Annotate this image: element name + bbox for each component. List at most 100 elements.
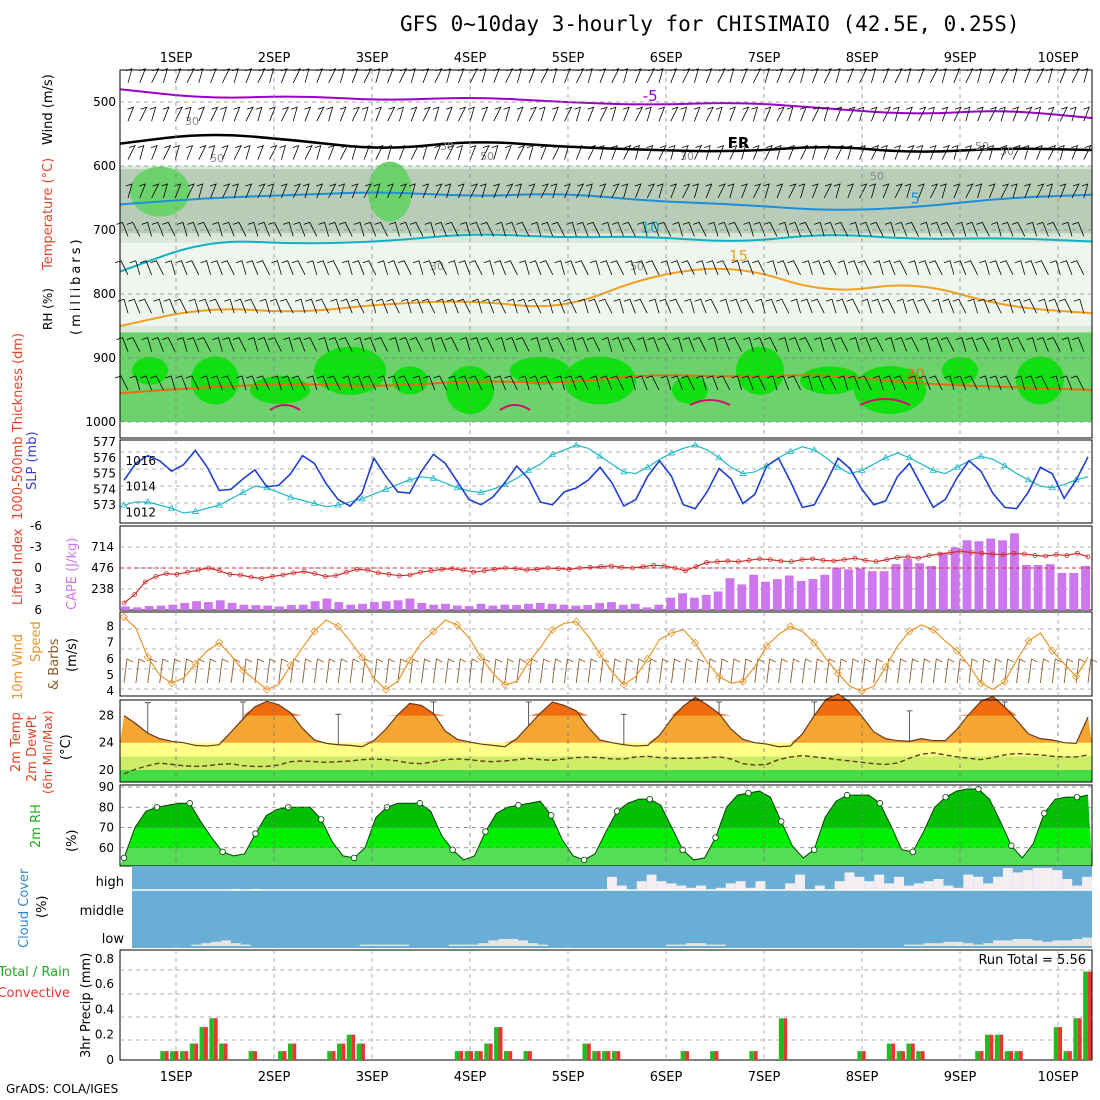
- thickness-marker: [834, 463, 842, 470]
- wind-speed-marker: [262, 685, 271, 694]
- wind-barb: [847, 106, 856, 122]
- high-cloud-bar: [844, 872, 855, 890]
- wind-barb: [766, 260, 778, 275]
- wind-barb: [646, 183, 655, 199]
- cape-bar: [358, 603, 367, 610]
- wind-barb: [833, 68, 841, 83]
- precip-convective-bar: [331, 1051, 336, 1060]
- thickness-tick-label: 574: [93, 482, 116, 496]
- wind-barb: [539, 260, 554, 275]
- precip-convective-bar: [469, 1051, 473, 1060]
- wind-barb: [1048, 298, 1061, 314]
- temperature-contour: [119, 191, 1093, 211]
- wind-barb: [554, 375, 565, 391]
- wind-barb: [175, 260, 188, 275]
- wind-barb: [457, 298, 471, 314]
- wind-barb: [351, 106, 360, 122]
- wind-barb: [976, 337, 990, 352]
- wind-speed-marker: [286, 661, 295, 670]
- cloud-level-middle: middle: [80, 904, 124, 919]
- lifted-index-marker: [693, 564, 699, 569]
- wind-barb: [221, 260, 235, 275]
- thickness-marker: [286, 493, 295, 500]
- wind-barb-10m: [397, 658, 407, 684]
- lifted-index-marker: [365, 567, 371, 573]
- precip-convective-bar: [292, 1043, 297, 1060]
- cape-bar: [1057, 572, 1067, 610]
- rh-marker: [1040, 810, 1048, 817]
- wind-barb: [1061, 221, 1073, 237]
- rh-marker: [252, 830, 259, 837]
- wind-barb: [222, 221, 235, 237]
- wind-barb: [739, 144, 747, 160]
- thickness-marker: [715, 454, 723, 461]
- precip-total-bar: [1053, 1027, 1059, 1060]
- cape-bar: [820, 574, 830, 610]
- wind-barb: [1059, 68, 1067, 83]
- wind-barb: [824, 337, 837, 352]
- wind-barb: [150, 260, 164, 275]
- cape-bar: [500, 604, 510, 610]
- wind-barb: [127, 106, 135, 122]
- rh-axis-label: 2m RH: [29, 804, 44, 848]
- wind-barb: [979, 260, 990, 275]
- thickness-marker: [620, 468, 628, 475]
- wind-barb: [196, 183, 204, 199]
- thickness-marker: [691, 441, 699, 448]
- wind-barb: [1083, 106, 1090, 122]
- wind-barb: [706, 375, 719, 391]
- wind-barb: [716, 260, 731, 275]
- wind-barb: [551, 221, 565, 237]
- wind-barb: [977, 298, 990, 314]
- wind-barb: [646, 144, 654, 160]
- high-cloud-bar: [1022, 870, 1033, 890]
- wind-speed-marker: [524, 657, 533, 667]
- lifted-index-marker: [259, 576, 265, 581]
- wind-barb: [399, 221, 412, 237]
- precip-convective-bar: [783, 1018, 788, 1060]
- precip-total-bar: [199, 1027, 204, 1060]
- wind-barb: [611, 183, 620, 199]
- wind-barb: [965, 144, 972, 160]
- wind-barb: [704, 298, 719, 314]
- lifted-index-marker: [344, 569, 349, 575]
- wind-barb: [528, 183, 536, 199]
- wind-speed-marker: [619, 680, 628, 689]
- lifted-index-marker: [206, 565, 212, 571]
- high-cloud-bar: [616, 885, 627, 890]
- precip-convective-bar: [596, 1051, 601, 1060]
- precip-total-bar: [278, 1051, 283, 1060]
- wind-barb: [292, 183, 301, 199]
- wind-barb: [482, 298, 495, 314]
- wind-barb: [541, 221, 554, 237]
- lifted-index-marker: [841, 557, 847, 562]
- wind-barb: [940, 183, 947, 199]
- wind-barb: [823, 183, 832, 199]
- wind-barb: [233, 144, 242, 160]
- min-max-whisker: [335, 713, 342, 745]
- cape-bar: [891, 564, 901, 610]
- wind-barb: [1023, 298, 1037, 314]
- low-cloud-bar: [953, 941, 964, 946]
- wind-barb: [165, 260, 176, 275]
- wind-barb: [775, 298, 790, 314]
- rh-marker: [515, 802, 522, 809]
- high-cloud-bar: [1042, 868, 1053, 890]
- wind-barb: [576, 337, 589, 352]
- day-label-top: 1SEP: [160, 51, 193, 66]
- wind-barb: [705, 183, 713, 199]
- wind-barb: [660, 260, 672, 275]
- high-cloud-bar: [933, 879, 944, 890]
- precip-convective-bar: [1009, 1051, 1013, 1060]
- lifted-index-marker: [174, 571, 180, 577]
- wind-barb: [776, 183, 784, 199]
- lifted-index-marker: [566, 567, 572, 572]
- cape-bar: [369, 602, 379, 610]
- wind-barb-10m: [540, 658, 550, 684]
- wind-barb: [436, 298, 447, 314]
- wind-barb-10m: [587, 658, 598, 684]
- wind-barb: [882, 106, 891, 122]
- wind-barb: [776, 68, 784, 83]
- wind-barb: [932, 298, 943, 314]
- day-label-bottom: 10SEP: [1038, 1070, 1079, 1085]
